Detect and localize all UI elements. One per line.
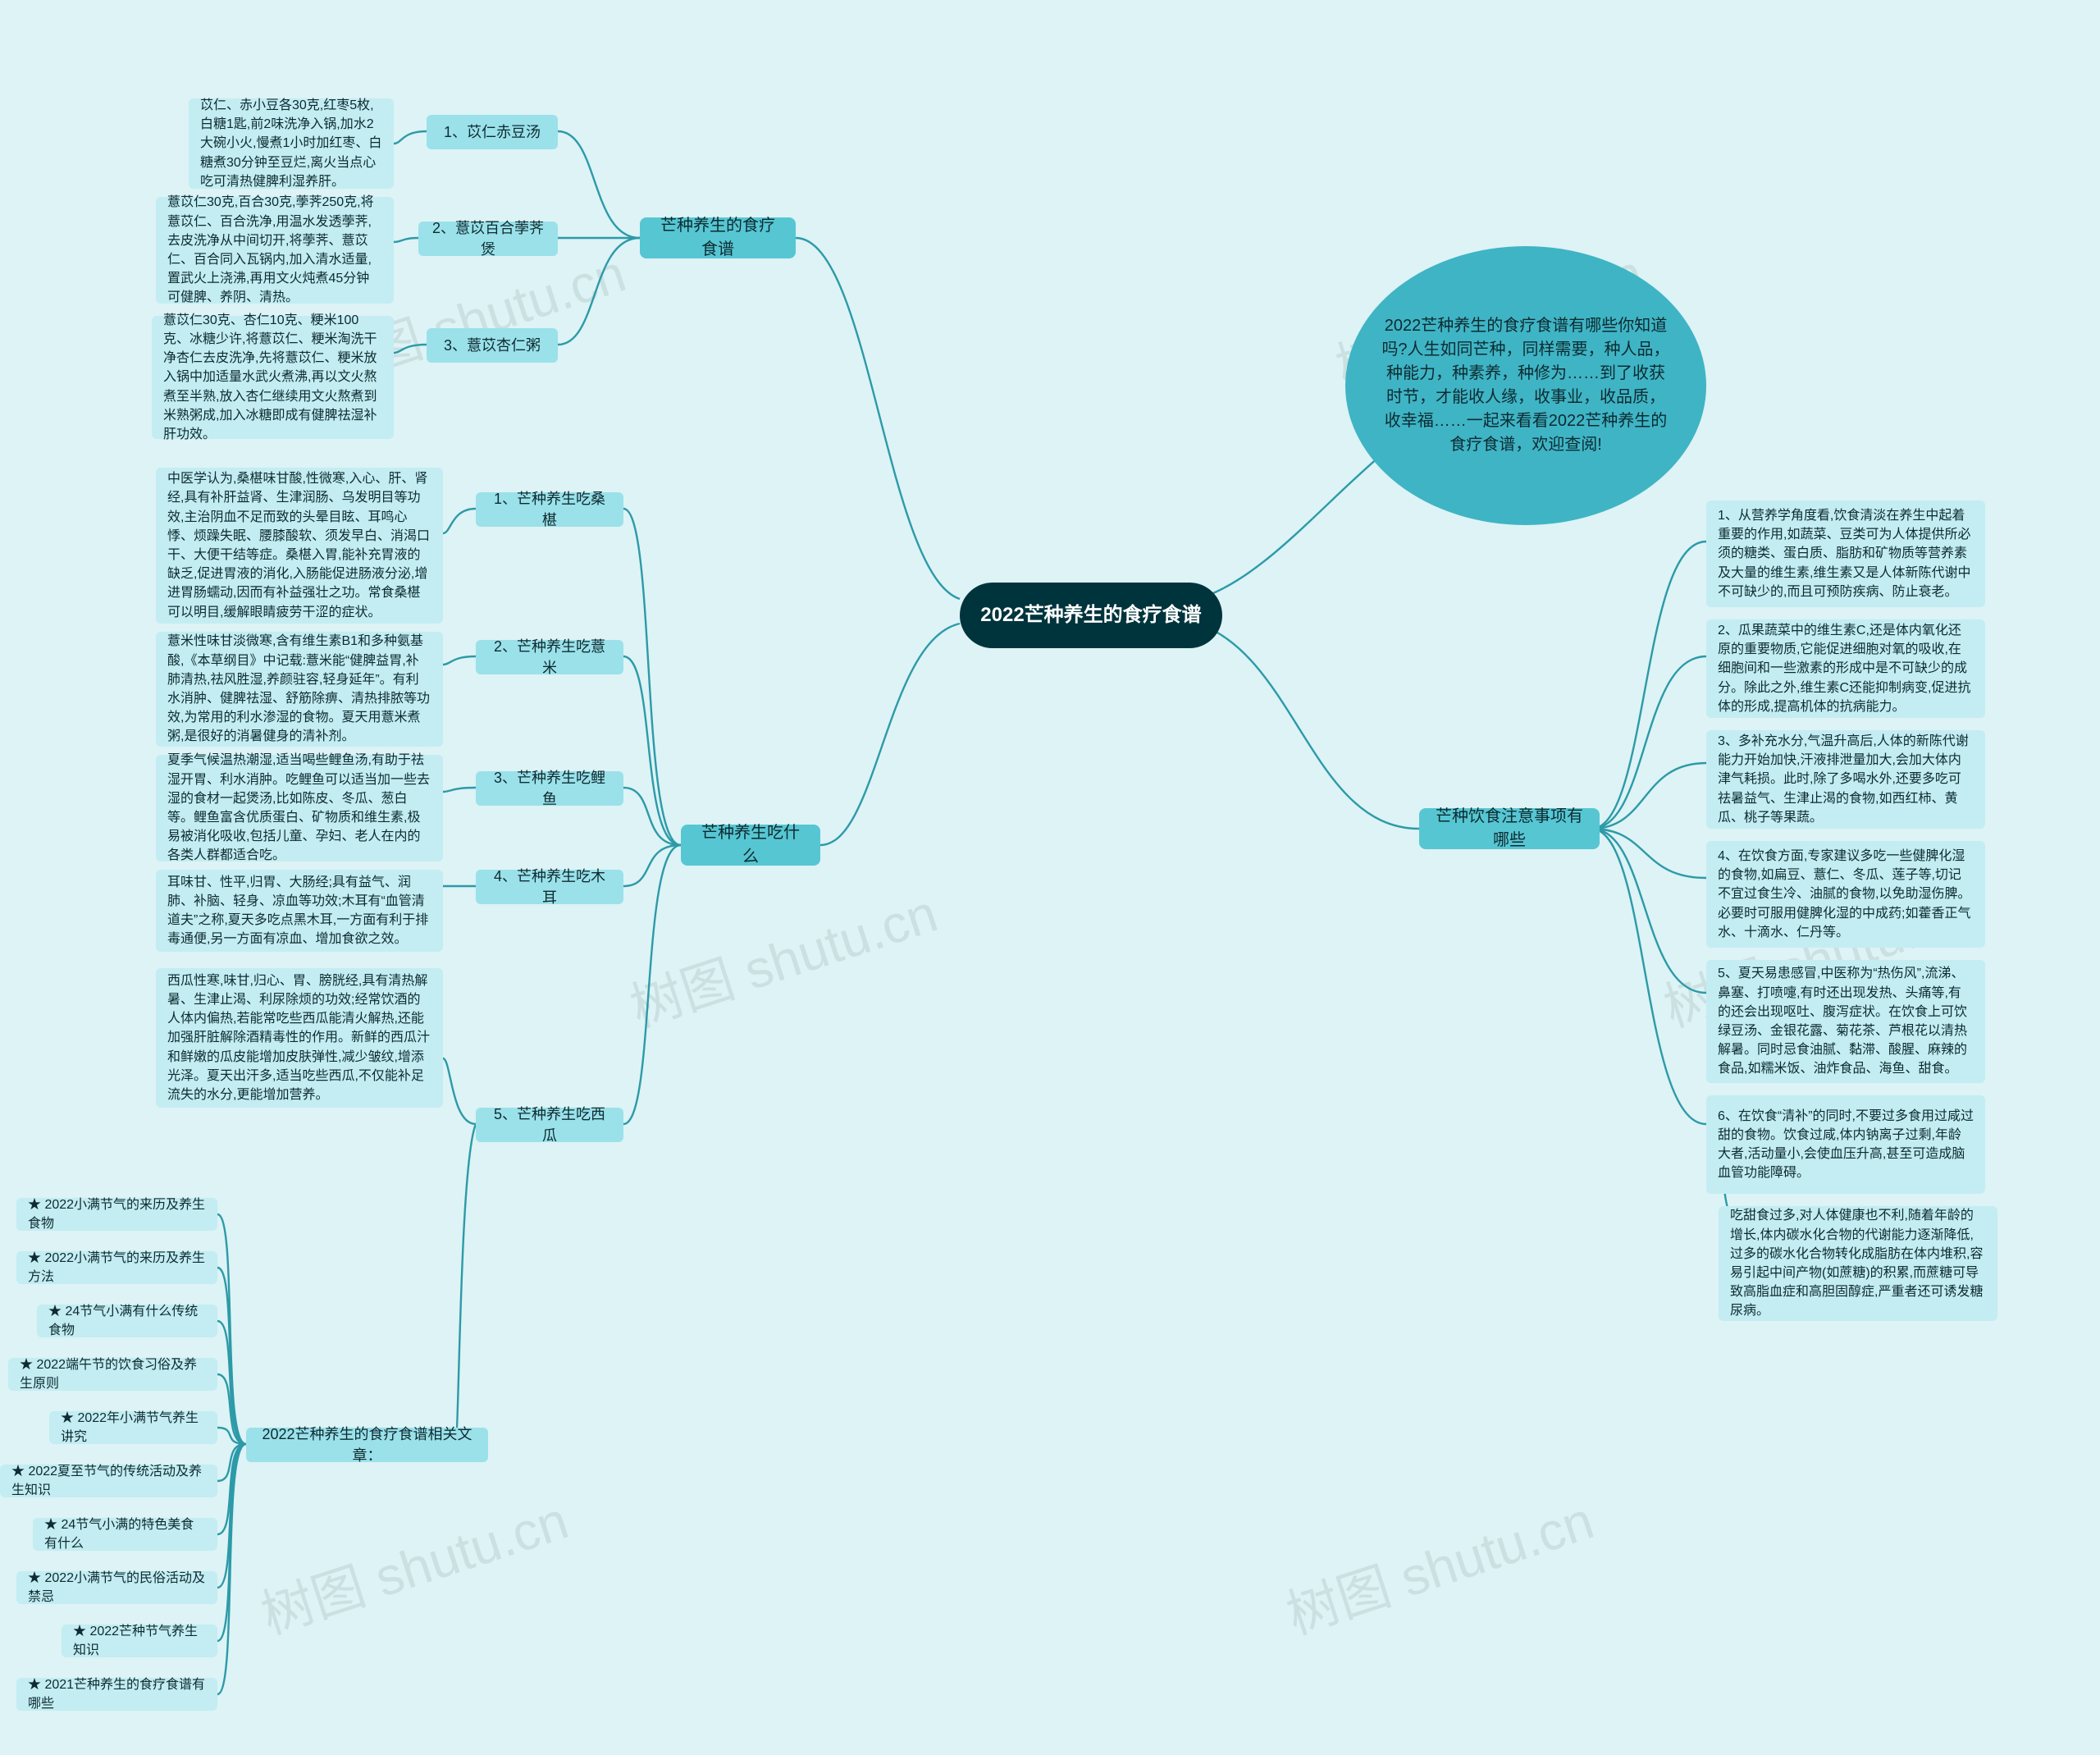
root-node[interactable]: 2022芒种养生的食疗食谱 [960, 583, 1222, 648]
related-item[interactable]: ★ 2022芒种节气养生知识 [62, 1625, 217, 1657]
watermark: 树图 shutu.cn [250, 1478, 576, 1648]
intro-node: 2022芒种养生的食疗食谱有哪些你知道吗?人生如同芒种，同样需要，种人品，种能力… [1345, 246, 1706, 525]
food-title-2[interactable]: 2、芒种养生吃薏米 [476, 640, 623, 674]
watermark: 树图 shutu.cn [1276, 1478, 1601, 1648]
branch-notes[interactable]: 芒种饮食注意事项有哪些 [1419, 808, 1600, 849]
related-item[interactable]: ★ 2021芒种养生的食疗食谱有哪些 [16, 1678, 217, 1711]
recipe-desc-2: 薏苡仁30克,百合30克,荸荠250克,将薏苡仁、百合洗净,用温水发透荸荠,去皮… [156, 197, 394, 304]
related-item[interactable]: ★ 2022小满节气的来历及养生食物 [16, 1198, 217, 1231]
note-item-3: 3、多补充水分,气温升高后,人体的新陈代谢能力开始加快,汗液排泄量加大,会加大体… [1706, 730, 1985, 829]
recipe-desc-3: 薏苡仁30克、杏仁10克、粳米100克、冰糖少许,将薏苡仁、粳米淘洗干净杏仁去皮… [152, 316, 394, 439]
watermark: 树图 shutu.cn [619, 871, 945, 1041]
related-label: 2022芒种养生的食疗食谱相关文章： [246, 1428, 488, 1462]
note-item-6-extra: 吃甜食过多,对人体健康也不利,随着年龄的增长,体内碳水化合物的代谢能力逐渐降低,… [1719, 1206, 1997, 1321]
food-desc-2: 薏米性味甘淡微寒,含有维生素B1和多种氨基酸,《本草纲目》中记载:薏米能“健脾益… [156, 632, 443, 747]
note-item-5: 5、夏天易患感冒,中医称为“热伤风”,流涕、鼻塞、打喷嚏,有时还出现发热、头痛等… [1706, 960, 1985, 1083]
note-item-6: 6、在饮食“清补”的同时,不要过多食用过咸过甜的食物。饮食过咸,体内钠离子过剩,… [1706, 1095, 1985, 1194]
food-title-5[interactable]: 5、芒种养生吃西瓜 [476, 1108, 623, 1142]
related-item[interactable]: ★ 2022小满节气的民俗活动及禁忌 [16, 1571, 217, 1604]
food-desc-4: 耳味甘、性平,归胃、大肠经;具有益气、润肺、补脑、轻身、凉血等功效;木耳有“血管… [156, 870, 443, 952]
branch-recipes[interactable]: 芒种养生的食疗食谱 [640, 217, 796, 258]
related-item[interactable]: ★ 2022端午节的饮食习俗及养生原则 [8, 1358, 217, 1391]
recipe-title-3[interactable]: 3、薏苡杏仁粥 [427, 328, 558, 363]
related-item[interactable]: ★ 24节气小满的特色美食有什么 [33, 1518, 217, 1551]
food-desc-5: 西瓜性寒,味甘,归心、胃、膀胱经,具有清热解暑、生津止渴、利尿除烦的功效;经常饮… [156, 968, 443, 1108]
related-item[interactable]: ★ 24节气小满有什么传统食物 [37, 1305, 217, 1337]
note-item-1: 1、从营养学角度看,饮食清淡在养生中起着重要的作用,如蔬菜、豆类可为人体提供所必… [1706, 500, 1985, 607]
recipe-title-2[interactable]: 2、薏苡百合荸荠煲 [418, 222, 558, 256]
note-item-2: 2、瓜果蔬菜中的维生素C,还是体内氧化还原的重要物质,它能促进细胞对氧的吸收,在… [1706, 619, 1985, 718]
branch-foods[interactable]: 芒种养生吃什么 [681, 825, 820, 866]
food-title-4[interactable]: 4、芒种养生吃木耳 [476, 870, 623, 904]
recipe-title-1[interactable]: 1、苡仁赤豆汤 [427, 115, 558, 149]
note-item-4: 4、在饮食方面,专家建议多吃一些健脾化湿的食物,如扁豆、薏仁、冬瓜、莲子等,切记… [1706, 841, 1985, 948]
food-desc-3: 夏季气候温热潮湿,适当喝些鲤鱼汤,有助于祛湿开胃、利水消肿。吃鲤鱼可以适当加一些… [156, 755, 443, 862]
recipe-desc-1: 苡仁、赤小豆各30克,红枣5枚,白糖1匙,前2味洗净入锅,加水2大碗小火,慢煮1… [189, 98, 394, 189]
food-desc-1: 中医学认为,桑椹味甘酸,性微寒,入心、肝、肾经,具有补肝益肾、生津润肠、乌发明目… [156, 468, 443, 624]
food-title-1[interactable]: 1、芒种养生吃桑椹 [476, 492, 623, 527]
food-title-3[interactable]: 3、芒种养生吃鲤鱼 [476, 771, 623, 806]
related-item[interactable]: ★ 2022小满节气的来历及养生方法 [16, 1251, 217, 1284]
related-item[interactable]: ★ 2022年小满节气养生讲究 [49, 1411, 217, 1444]
related-item[interactable]: ★ 2022夏至节气的传统活动及养生知识 [0, 1465, 217, 1497]
